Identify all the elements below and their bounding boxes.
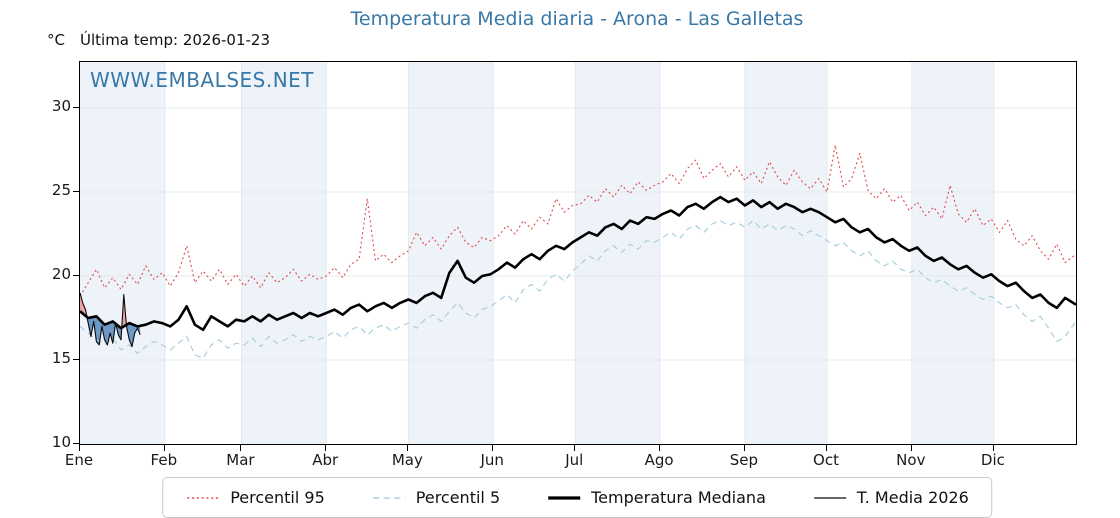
y-tick-label: 10 [51,433,71,451]
x-tick-mark [240,445,242,451]
legend-line-sample [548,495,581,500]
x-tick-label: Dic [980,451,1005,469]
legend-item: Temperatura Mediana [546,488,766,507]
y-tick-mark [73,359,79,360]
month-band [80,62,165,444]
month-band [575,62,661,444]
legend-line-sample [813,496,846,499]
x-tick-label: Ene [64,451,94,469]
x-tick-label: Jul [565,451,584,469]
x-tick-mark [492,445,494,451]
legend-item: Percentil 5 [371,488,500,507]
x-tick-label: Nov [896,451,926,469]
x-tick-label: Sep [729,451,759,469]
x-tick-mark [659,445,661,451]
x-tick-mark [574,445,576,451]
legend-label: T. Media 2026 [856,488,969,507]
x-tick-label: May [391,451,423,469]
x-tick-mark [826,445,827,451]
legend-label: Percentil 5 [415,488,501,507]
legend-item: T. Media 2026 [812,488,969,507]
x-tick-mark [79,445,80,451]
x-tick-mark [163,445,165,451]
y-tick-label: 15 [51,349,71,367]
x-tick-label: Feb [150,451,178,469]
month-band [241,62,327,444]
legend-line-sample [372,496,405,499]
x-tick-label: Abr [312,451,339,469]
chart-canvas [80,62,1076,444]
y-tick-mark [73,107,79,109]
month-band [911,62,994,444]
chart-title: Temperatura Media diaria - Arona - Las G… [350,8,804,30]
month-band [744,62,827,444]
x-tick-label: Jun [480,451,504,469]
x-tick-mark [992,445,994,451]
legend-line-sample [187,496,220,499]
y-tick-label: 20 [51,265,71,283]
x-tick-mark [743,445,745,451]
x-tick-mark [910,445,912,451]
y-tick-label: 30 [51,97,71,116]
y-tick-mark [73,275,79,276]
x-tick-label: Oct [813,451,839,469]
x-tick-label: Mar [226,451,255,469]
y-axis-unit-label: °C [47,31,65,49]
x-tick-mark [325,445,327,451]
series-percentil-95 [80,144,1076,297]
legend-label: Temperatura Mediana [591,488,766,507]
plot-area: WWW.EMBALSES.NET [79,61,1077,445]
last-temp-label: Última temp: 2026-01-23 [80,31,271,49]
series-t-media-2026 [80,292,141,348]
legend: Percentil 95 Percentil 5 Temperatura Media… [162,477,992,518]
fill-below-median [87,316,141,347]
legend-item: Percentil 95 [185,488,325,507]
chart-page: Temperatura Media diaria - Arona - Las G… [47,8,1077,518]
watermark: WWW.EMBALSES.NET [90,68,315,92]
series-temperatura-mediana [80,195,1076,332]
legend-label: Percentil 95 [230,488,325,507]
y-tick-mark [73,443,79,444]
x-tick-mark [407,445,409,451]
x-tick-label: Ago [644,451,674,469]
y-tick-label: 25 [51,181,71,200]
series-percentil-5 [80,220,1076,359]
y-tick-mark [73,191,79,193]
month-band [408,62,494,444]
